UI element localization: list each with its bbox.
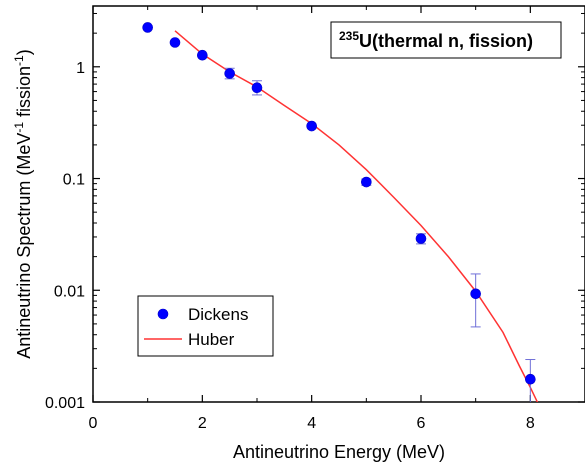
annotation-text: 235U(thermal n, fission) bbox=[339, 29, 533, 51]
dickens-point bbox=[169, 37, 181, 48]
annotation-superscript: 235 bbox=[339, 29, 359, 43]
legend-box bbox=[137, 295, 274, 357]
x-tick-label: 0 bbox=[89, 415, 98, 432]
y-axis-label-part1: Antineutrino Spectrum (MeV bbox=[14, 133, 34, 359]
y-tick-label: 0.1 bbox=[63, 172, 85, 189]
y-tick-label: 1 bbox=[76, 60, 85, 77]
x-tick-label: 8 bbox=[526, 415, 535, 432]
y-axis-label-part3: ) bbox=[14, 49, 34, 55]
dickens-point bbox=[197, 49, 208, 61]
dickens-point bbox=[142, 22, 153, 33]
x-tick-label: 6 bbox=[417, 415, 426, 432]
y-axis-label-part2: fission bbox=[14, 66, 34, 122]
legend-marker-dickens bbox=[157, 308, 169, 320]
dickens-point bbox=[306, 120, 317, 132]
plot-frame bbox=[92, 5, 585, 403]
annotation-main: U(thermal n, fission) bbox=[359, 31, 533, 51]
y-axis-label-sup1: -1 bbox=[12, 122, 26, 133]
legend-label-huber: Huber bbox=[188, 330, 235, 349]
x-tick-label: 4 bbox=[307, 415, 316, 432]
y-tick-label: 0.001 bbox=[45, 395, 85, 412]
dickens-point bbox=[251, 82, 263, 93]
dickens-point bbox=[415, 233, 427, 244]
huber-series-line bbox=[174, 30, 539, 402]
dickens-point bbox=[470, 288, 481, 300]
dickens-point bbox=[224, 68, 235, 79]
x-axis-label: Antineutrino Energy (MeV) bbox=[233, 442, 445, 462]
dickens-point bbox=[361, 176, 372, 188]
y-axis-label-sup2: -1 bbox=[12, 55, 26, 66]
dickens-point bbox=[525, 373, 536, 385]
y-tick-label: 0.01 bbox=[54, 283, 85, 300]
legend-label-dickens: Dickens bbox=[188, 305, 248, 324]
x-tick-label: 2 bbox=[198, 415, 207, 432]
y-axis-label: Antineutrino Spectrum (MeV-1 fission-1) bbox=[12, 49, 34, 358]
annotation-box bbox=[330, 21, 562, 59]
